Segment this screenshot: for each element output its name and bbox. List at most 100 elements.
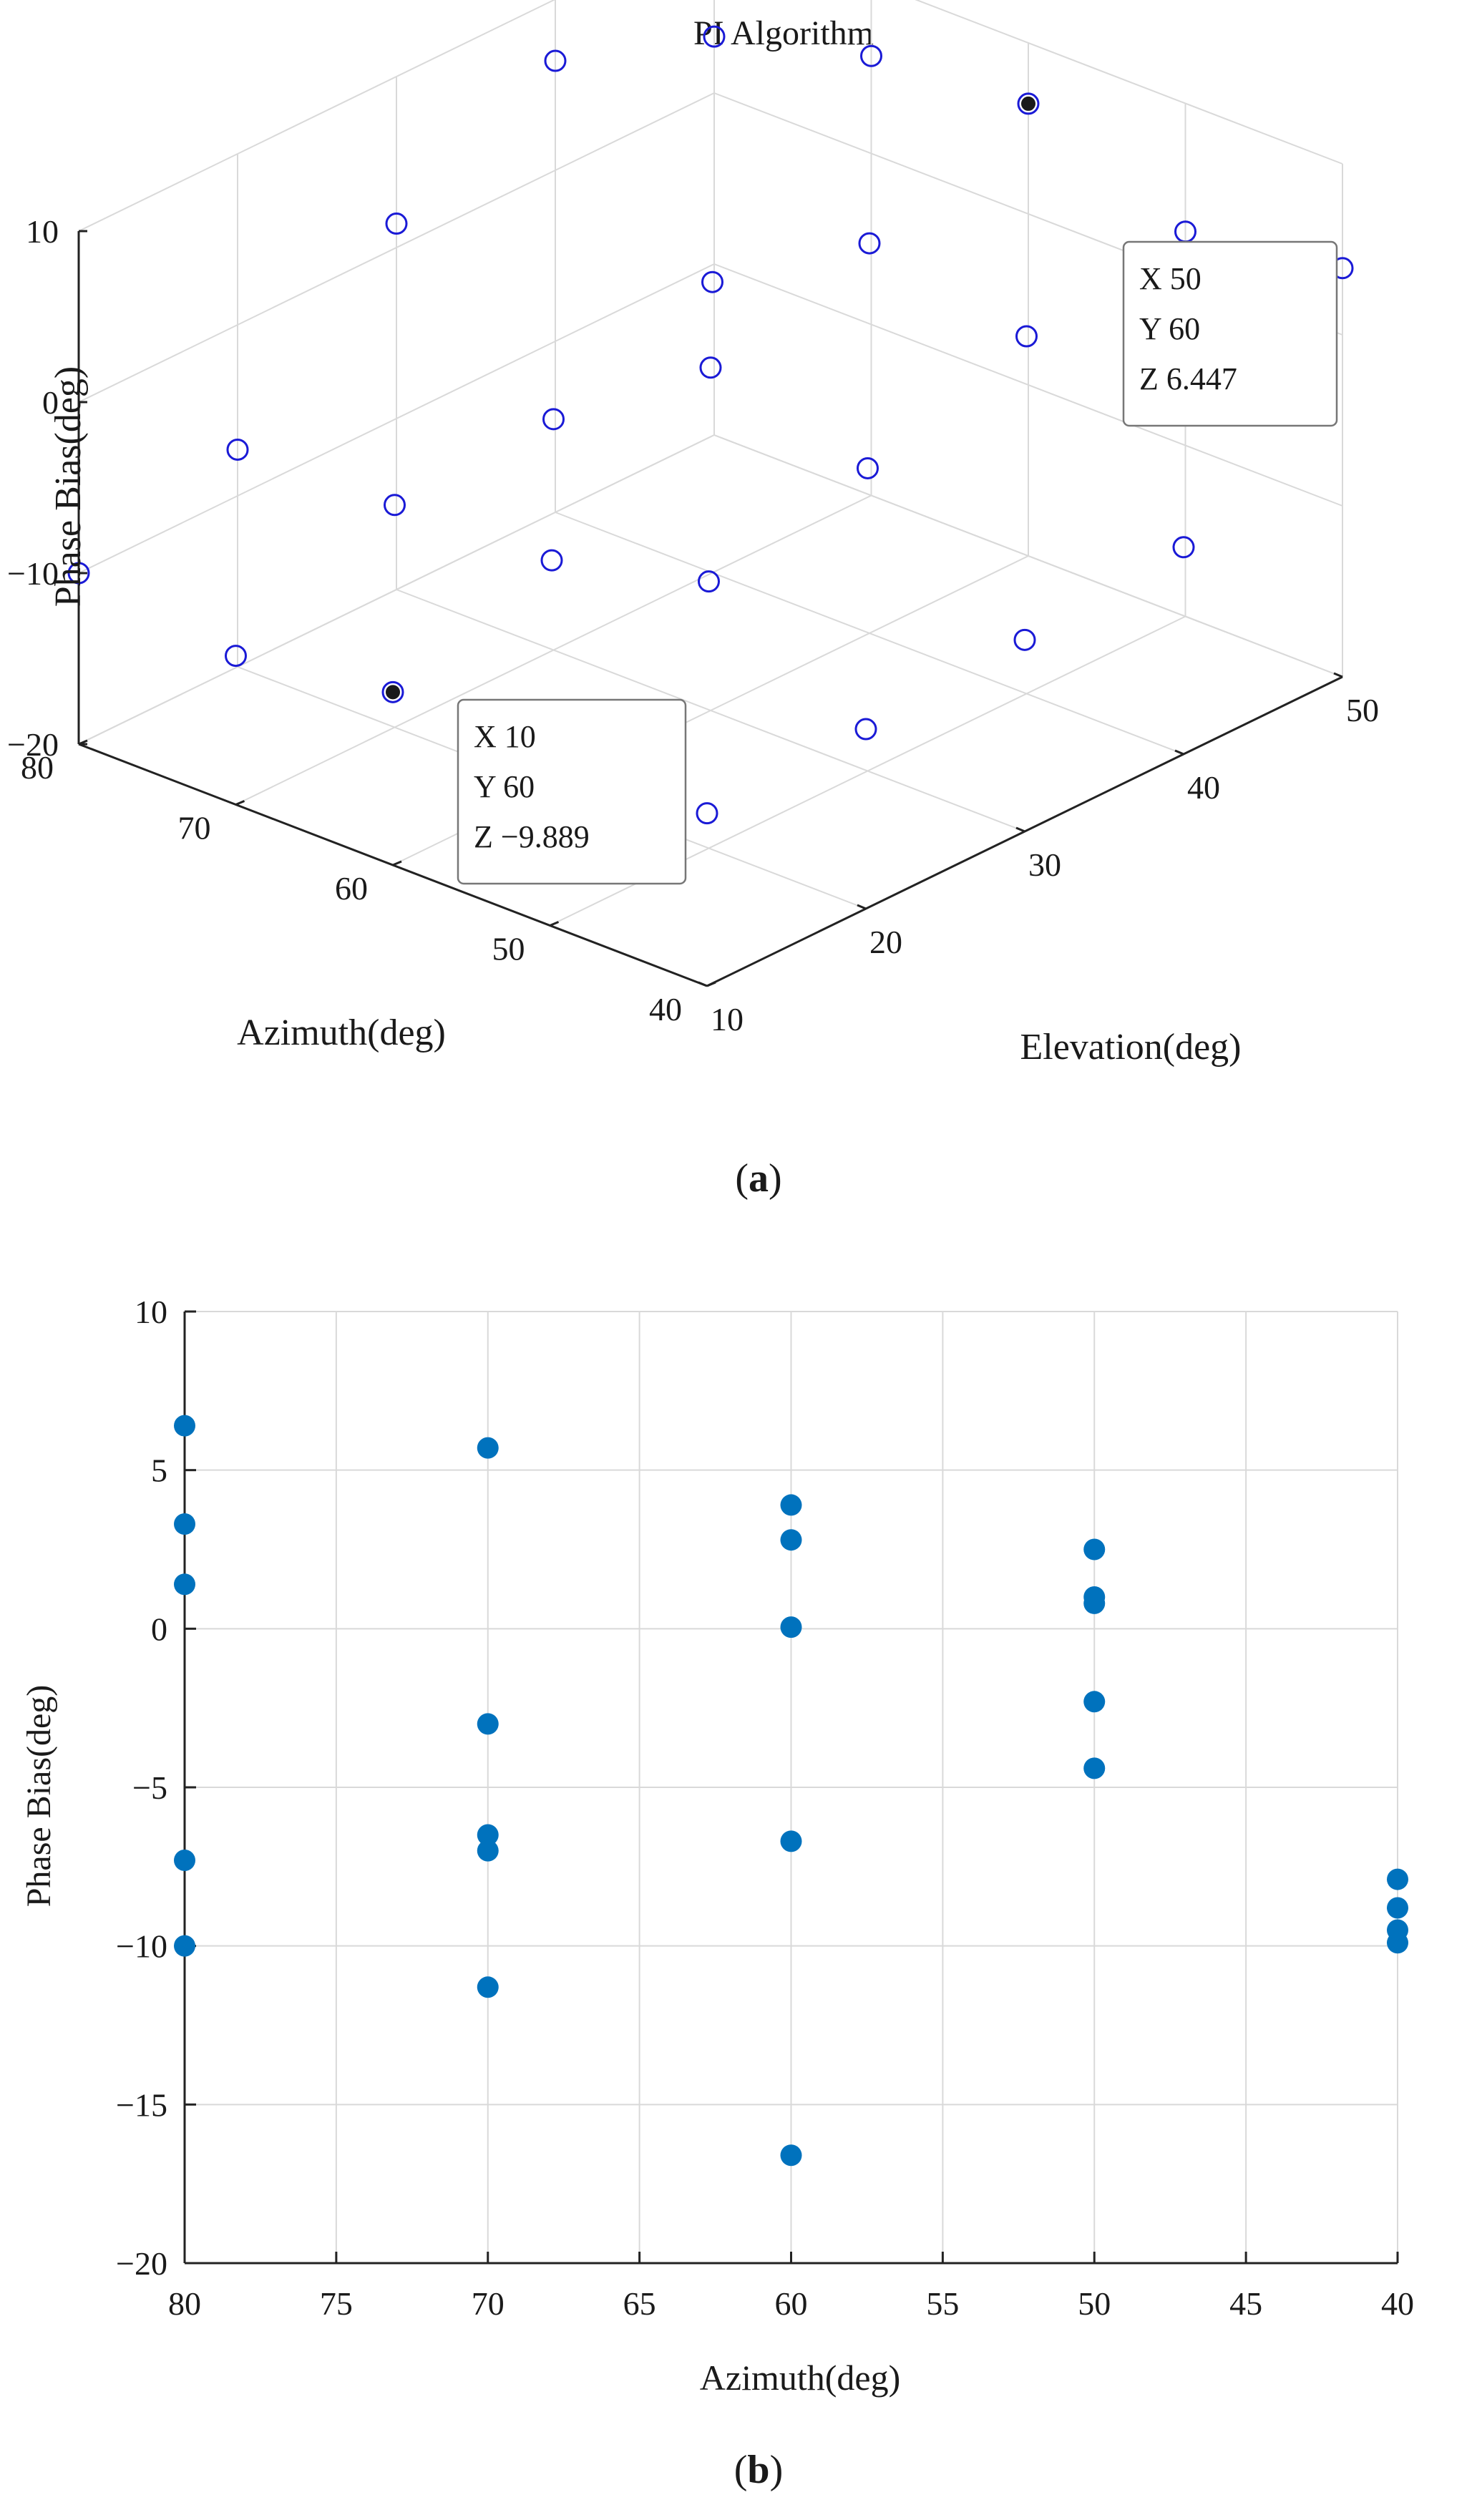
data-point — [1387, 1868, 1408, 1890]
grid-wall-z-line — [78, 92, 715, 403]
x-tick-label: 75 — [320, 2285, 353, 2322]
data-point — [477, 1976, 499, 1998]
z-tick-label: 0 — [42, 384, 59, 421]
y-tick-mark — [549, 921, 560, 927]
panel-a-points — [67, 25, 1354, 879]
data-point — [384, 494, 406, 517]
x-tick-mark — [698, 981, 708, 987]
data-point — [1083, 1757, 1106, 1779]
data-point — [174, 1935, 195, 1957]
data-point — [1015, 325, 1038, 348]
data-point — [1387, 1897, 1408, 1919]
data-point — [1083, 1592, 1106, 1614]
datatip-text: X 50 — [1139, 261, 1202, 296]
panel-a-caption: (a) — [735, 1156, 781, 1201]
x-tick-label: 10 — [711, 1001, 744, 1037]
x-tick-label: 55 — [926, 2285, 959, 2322]
z-tick-label: −20 — [7, 726, 59, 763]
grid-wall-z-line — [915, 0, 1343, 165]
grid-wall-z-line — [78, 0, 556, 232]
z-tick-label: −10 — [7, 555, 59, 592]
data-point — [854, 718, 877, 741]
y-tick-label: 40 — [649, 991, 682, 1027]
grid-wall-z-line — [713, 263, 1343, 507]
data-point — [477, 1824, 499, 1846]
x-tick-label: 45 — [1229, 2285, 1262, 2322]
panel-a-datatips: X 50 Y 60 Z 6.447 X 10 Y 60 Z −9.889 — [384, 94, 1338, 885]
data-point — [542, 408, 565, 431]
data-point — [477, 1840, 499, 1862]
datatip-text: Y 60 — [474, 769, 535, 804]
x-tick-label: 30 — [1028, 846, 1061, 883]
data-point — [780, 1529, 802, 1551]
data-point — [174, 1415, 195, 1437]
x-tick-label: 70 — [472, 2285, 505, 2322]
datatip-text: X 10 — [474, 719, 536, 754]
panel-a-tick-labels: 10 20 30 40 50 40 50 60 70 80−20 −10 0 10 — [7, 213, 1379, 1037]
y-tick-label: −5 — [132, 1769, 167, 1806]
panel-b-xlabel: Azimuth(deg) — [700, 2358, 900, 2398]
data-point — [544, 49, 567, 72]
y-tick-label: 0 — [151, 1611, 167, 1647]
x-tick-mark — [1333, 672, 1343, 678]
grid-floor-azim-line — [235, 494, 872, 806]
datatip-text: Y 60 — [1139, 311, 1200, 346]
data-point — [385, 213, 408, 235]
data-point — [696, 802, 718, 825]
data-point — [1083, 1691, 1106, 1713]
y-tick-mark — [706, 981, 716, 987]
panel-b-tick-labels: 80 75 70 65 60 55 50 45 40 −20 −15 −10 −5 0 5 10 — [116, 1294, 1414, 2322]
x-tick-label: 50 — [1346, 692, 1379, 728]
x-tick-label: 80 — [168, 2285, 201, 2322]
panel-b-caption: (b) — [734, 2448, 783, 2492]
datatip-text: Z −9.889 — [474, 819, 590, 854]
data-point — [701, 270, 723, 293]
data-point — [858, 232, 881, 255]
data-point — [174, 1573, 195, 1596]
data-point — [780, 1494, 802, 1516]
data-point — [477, 1437, 499, 1459]
data-point — [780, 1830, 802, 1852]
y-tick-label: −15 — [116, 2086, 167, 2123]
data-point — [1013, 628, 1036, 651]
data-point — [699, 356, 722, 379]
data-point — [780, 2144, 802, 2167]
y-tick-mark — [235, 800, 245, 806]
panel-a-title: PI Algorithm — [693, 14, 874, 52]
panel-a-3d-scatter: PI Algorithm 10 20 30 40 50 40 50 60 70 80−20 −10 0… — [7, 0, 1379, 1201]
data-point — [780, 1616, 802, 1639]
grid-wall-z-line — [78, 263, 715, 574]
data-point — [1083, 1538, 1106, 1561]
datatip-marker — [1020, 94, 1037, 112]
panel-a-grid — [78, 0, 1343, 987]
x-tick-label: 50 — [1078, 2285, 1111, 2322]
grid-wall-z-line — [78, 434, 715, 745]
data-point — [477, 1713, 499, 1735]
panel-b-2d-scatter: 80 75 70 65 60 55 50 45 40 −20 −15 −10 −5 0 5 10 Azimut… — [20, 1294, 1414, 2492]
data-point — [703, 25, 726, 48]
datatip-text: Z 6.447 — [1139, 361, 1237, 396]
x-tick-mark — [1015, 826, 1025, 833]
data-point — [1017, 92, 1040, 115]
data-point — [226, 438, 249, 461]
data-point — [860, 44, 882, 67]
y-tick-label: 80 — [21, 749, 54, 786]
panel-b-caption-letter: b — [747, 2448, 769, 2492]
panel-a-caption-letter: a — [749, 1156, 769, 1201]
data-point — [540, 549, 563, 572]
y-tick-mark — [392, 860, 402, 866]
y-tick-label: 50 — [492, 931, 525, 967]
data-point — [698, 570, 720, 593]
grid-wall-z-line — [713, 434, 1343, 678]
z-tick-label: 10 — [26, 213, 59, 250]
panel-b-ylabel: Phase Bias(deg) — [20, 1685, 58, 1908]
x-tick-label: 60 — [775, 2285, 808, 2322]
y-tick-label: 70 — [178, 810, 211, 846]
data-point — [225, 645, 247, 668]
x-tick-mark — [857, 904, 867, 910]
y-tick-label: 60 — [335, 870, 368, 907]
panel-b-points — [174, 1415, 1408, 2167]
x-tick-label: 40 — [1187, 769, 1220, 806]
x-tick-label: 65 — [623, 2285, 656, 2322]
